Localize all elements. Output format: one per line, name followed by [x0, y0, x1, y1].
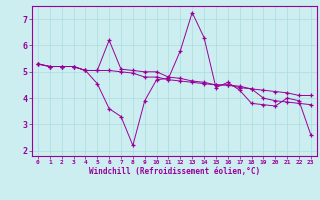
X-axis label: Windchill (Refroidissement éolien,°C): Windchill (Refroidissement éolien,°C): [89, 167, 260, 176]
